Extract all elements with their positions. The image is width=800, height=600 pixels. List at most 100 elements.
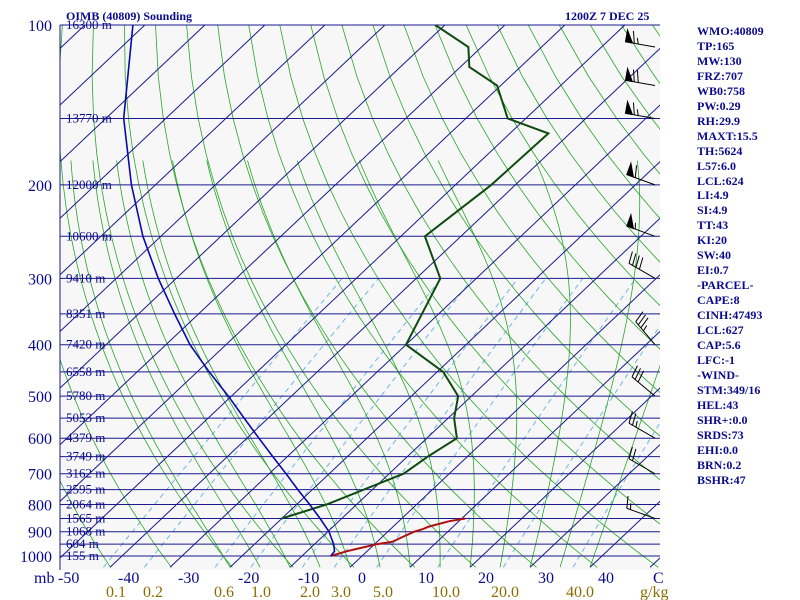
wind-barb [624, 99, 656, 119]
wind-barb-flag [634, 368, 641, 380]
moist-adiabat-line [142, 160, 321, 568]
index-item: SI:4.9 [697, 203, 728, 218]
wind-barb-staff [628, 262, 656, 279]
isotherm-line [229, 160, 660, 568]
wind-barb-pennant [626, 212, 635, 230]
station-title: OIMB (40809) Sounding [66, 9, 192, 23]
mixing-ratio-line [214, 278, 442, 568]
wind-barb-flag [637, 370, 645, 383]
mixing-ratio-label: 0.6 [214, 584, 234, 600]
mixing-ratio-line [301, 278, 519, 568]
pressure-tick-label: 100 [28, 18, 52, 35]
dewpoint-profile [281, 25, 551, 520]
mixing-ratio-line [143, 278, 379, 568]
dry-adiabat-line [434, 25, 660, 350]
wind-barb-flag [632, 102, 635, 115]
temperature-tick-label: 20 [478, 570, 494, 587]
wind-barb-pennant [626, 161, 635, 178]
moist-adiabat-line [247, 160, 411, 568]
wind-barb-flag [635, 311, 644, 323]
dry-adiabats [60, 25, 660, 568]
wind-barb-flag [632, 69, 635, 82]
isotherm-line [60, 25, 506, 446]
index-item: FRZ:707 [697, 68, 743, 83]
index-item: WMO:40809 [697, 24, 764, 38]
wind-barb [635, 311, 656, 346]
isotherm-line [469, 387, 660, 568]
wind-barb-pennant [624, 66, 634, 83]
pressure-tick-label: 400 [28, 338, 52, 355]
index-item: STM:349/16 [697, 382, 761, 397]
index-item: PW:0.29 [697, 98, 741, 113]
pressure-tick-label: 800 [28, 498, 52, 515]
wind-barb-flag [637, 314, 646, 326]
index-item: EHI:0.0 [697, 442, 739, 457]
isotherm-line [349, 274, 660, 568]
wind-barb-flag [631, 365, 638, 378]
mixing-ratio-line [250, 278, 473, 568]
wind-barb-half-flag [636, 109, 639, 116]
moist-adiabat-line [559, 160, 641, 568]
isotherm-line [60, 25, 566, 502]
index-item: EI:0.7 [697, 263, 729, 278]
wind-barb [628, 411, 656, 439]
pressure-tick-label: 700 [28, 467, 52, 484]
wind-barb-flag [632, 253, 637, 266]
index-item: SW:40 [697, 248, 732, 263]
wind-barb [624, 66, 656, 86]
pressure-tick-label: 600 [28, 431, 52, 448]
time-label: 1200Z 7 DEC 25 [565, 9, 649, 23]
index-item: HEL:43 [697, 397, 739, 412]
wind-barb-flag [626, 495, 629, 509]
mixing-ratio-label: 2.0 [300, 584, 320, 600]
wind-barb-flag [636, 70, 639, 83]
mixing-ratio-label: 5.0 [373, 584, 393, 600]
height-label: 12000 m [66, 177, 112, 192]
index-item: -WIND- [697, 367, 739, 382]
wind-barb-flag [628, 446, 633, 459]
temperature-tick-label: -10 [298, 570, 319, 587]
temperature-tick-label: -30 [178, 570, 199, 587]
parcel-profile [122, 25, 336, 557]
mixing-ratio-unit: g/kg [640, 584, 668, 600]
wind-barb-pennant [624, 99, 634, 116]
isotherm-line [60, 25, 386, 333]
height-label: 5053 m [66, 410, 105, 425]
height-label: 604 m [66, 536, 99, 551]
index-item: MW:130 [697, 53, 742, 68]
dry-adiabat-line [124, 25, 355, 568]
pressure-tick-label: 900 [28, 525, 52, 542]
dry-adiabat-line [496, 25, 660, 263]
height-label: 1565 m [66, 511, 105, 526]
moist-adiabat-line [70, 160, 231, 568]
plot-background [60, 25, 660, 570]
temperature-tick-label: -20 [238, 570, 259, 587]
wind-barb [631, 365, 656, 397]
index-item: TP:165 [697, 38, 735, 53]
wind-barb [628, 251, 656, 279]
moist-adiabat-line [529, 160, 571, 568]
isotherm-line [60, 25, 206, 163]
wind-barb-pennant [624, 28, 634, 44]
wind-barb-staff [635, 321, 656, 346]
mixing-ratio-label: 10.0 [432, 584, 460, 600]
moist-adiabat-line [172, 160, 351, 568]
index-item: SHR+:0.0 [697, 412, 748, 427]
dry-adiabat-line [60, 25, 233, 568]
moist-adiabat-line [358, 160, 475, 568]
wind-barb-flag [632, 30, 635, 44]
isotherm-line [60, 25, 266, 219]
mixing-ratio-line [502, 325, 660, 568]
wind-barb-staff [628, 422, 656, 439]
mixing-ratio-label: 20.0 [491, 584, 519, 600]
wind-barb-flag [635, 255, 640, 268]
height-label: 1068 m [66, 524, 105, 539]
wind-barb [628, 446, 656, 475]
temperature-profile [330, 517, 466, 557]
height-label: 7420 m [66, 337, 105, 352]
dry-adiabat-line [341, 25, 660, 481]
height-label: 9410 m [66, 270, 105, 285]
pressure-tick-label: 500 [28, 389, 52, 406]
height-label: 5780 m [66, 388, 105, 403]
